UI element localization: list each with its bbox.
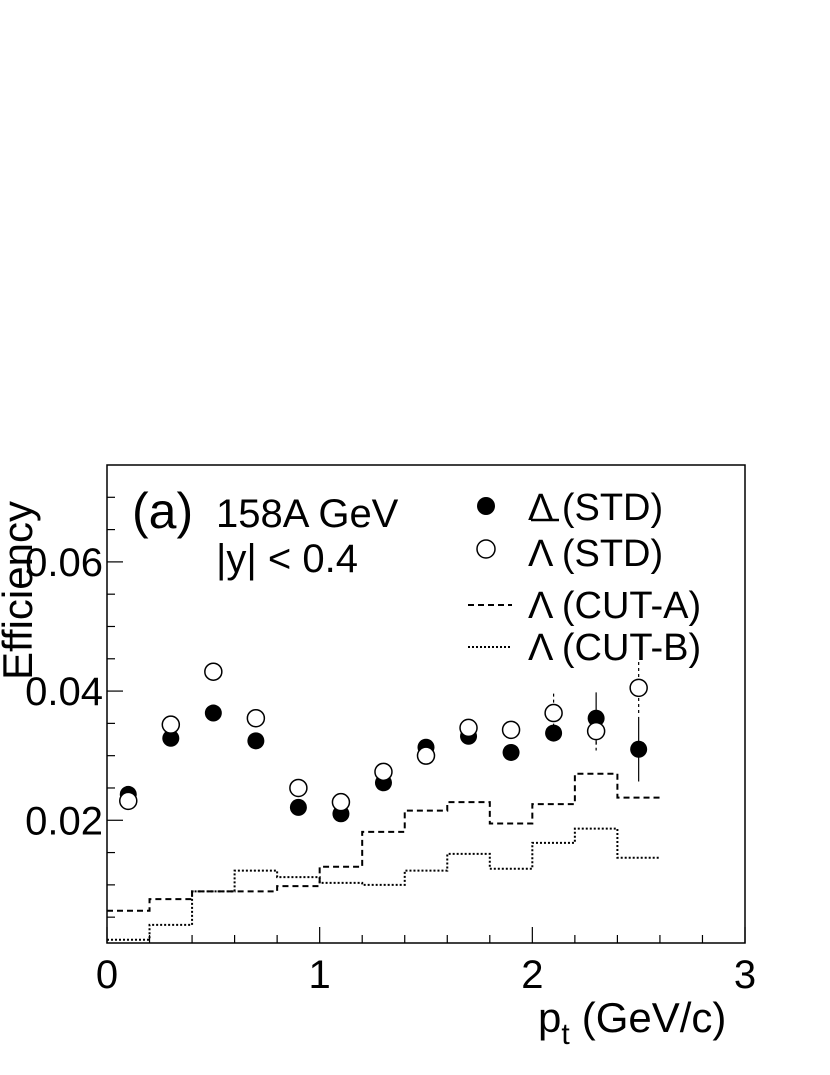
panel-label: (a) (132, 483, 193, 539)
antilambda-std-point (459, 718, 478, 738)
legend-label-cut-a: Λ (CUT-A) (528, 585, 701, 627)
x-tick-label: 2 (521, 953, 543, 997)
data-markers (119, 662, 648, 823)
step-histograms (107, 772, 660, 941)
lambda-std-point (162, 729, 180, 747)
x-axis-label-unit: (GeV/c) (582, 994, 727, 1041)
lambda-std-point (545, 724, 563, 742)
antilambda-std-point (544, 703, 563, 723)
antilambda-std-point (586, 721, 606, 741)
antilambda-std-point (289, 778, 308, 798)
x-tick-label: 3 (734, 953, 756, 997)
antilambda-std-point (161, 715, 181, 734)
antilambda-std-point (246, 708, 266, 728)
x-tick-label: 1 (309, 953, 331, 997)
lambda-std-point (247, 732, 265, 750)
x-axis-label-main: p (538, 994, 561, 1041)
lambda-std-point (630, 740, 648, 758)
energy-annotation: 158A GeV (216, 492, 399, 536)
antilambda-std-point (629, 678, 648, 698)
tick-labels: 0 1 2 3 0.02 0.04 0.06 (25, 541, 756, 997)
y-tick-label: 0.02 (25, 799, 103, 843)
rapidity-annotation: |y| < 0.4 (216, 537, 358, 581)
cut-b-step-line (107, 827, 660, 941)
antilambda-std-point (501, 720, 521, 740)
legend-label-antilambda-std: Λ (STD) (528, 533, 663, 575)
axis-ticks (106, 496, 746, 943)
x-axis-label: pt (GeV/c) (538, 994, 726, 1051)
legend-marker-lambda-std (477, 497, 495, 515)
antilambda-std-point (416, 746, 436, 765)
cut-a-step-line (107, 772, 660, 912)
x-axis-label-sub: t (561, 1018, 570, 1051)
plot-frame (106, 464, 746, 944)
antilambda-std-point (204, 662, 223, 681)
y-axis-label: Efficiency (0, 501, 41, 680)
y-tick-label: 0.06 (25, 541, 103, 585)
legend-marker-antilambda-std (476, 539, 496, 559)
legend: Λ (STD) Λ (STD) Λ (CUT-A) Λ (CUT-B) (468, 487, 701, 669)
legend-label-cut-b: Λ (CUT-B) (528, 627, 701, 669)
antilambda-std-point (374, 762, 393, 782)
legend-label-lambda-std: Λ (STD) (528, 487, 663, 529)
antilambda-std-point (331, 792, 351, 812)
lambda-std-point (289, 798, 307, 816)
y-tick-label: 0.04 (25, 670, 103, 714)
antilambda-std-point (119, 791, 138, 811)
lambda-std-point (204, 704, 222, 722)
lambda-std-point (502, 743, 520, 761)
x-tick-label: 0 (96, 953, 118, 997)
